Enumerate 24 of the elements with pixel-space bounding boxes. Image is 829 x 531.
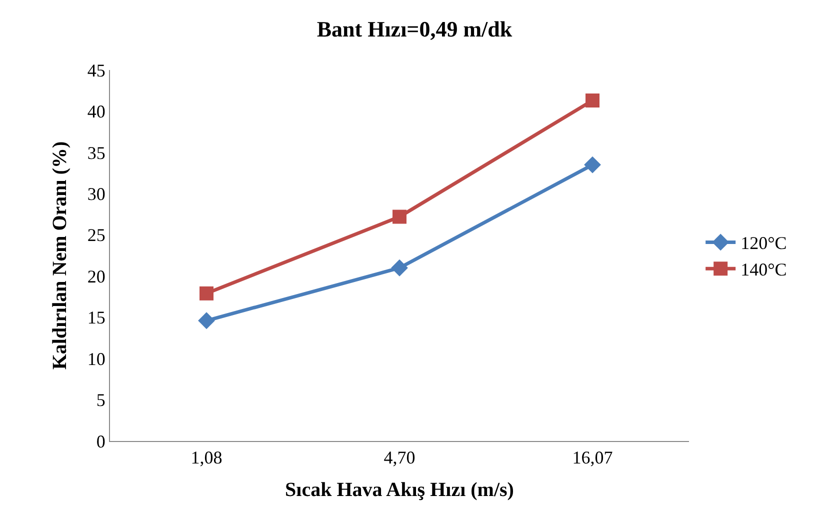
y-tick-label: 25 bbox=[87, 225, 106, 246]
y-tick-label: 40 bbox=[87, 102, 106, 122]
y-tick-label: 15 bbox=[87, 308, 106, 328]
legend-label: 140°C bbox=[740, 260, 787, 280]
x-tick-label: 1,08 bbox=[190, 448, 222, 468]
x-axis-title: Sıcak Hava Akış Hızı (m/s) bbox=[285, 479, 514, 502]
x-tick-label: 4,70 bbox=[384, 448, 416, 468]
x-tick-label: 16,07 bbox=[572, 448, 613, 468]
point bbox=[391, 259, 408, 276]
y-tick-label: 45 bbox=[87, 60, 106, 80]
y-tick-label: 30 bbox=[87, 184, 106, 204]
chart-title: Bant Hızı=0,49 m/dk bbox=[316, 16, 513, 42]
point bbox=[198, 312, 215, 330]
y-axis-title: Kaldırılan Nem Oranı (%) bbox=[48, 141, 71, 370]
point bbox=[392, 210, 406, 224]
point bbox=[200, 286, 214, 300]
legend-label: 120°C bbox=[740, 233, 787, 254]
y-tick-label: 5 bbox=[96, 390, 106, 410]
point bbox=[586, 94, 600, 108]
point bbox=[584, 156, 601, 174]
y-tick-label: 0 bbox=[96, 431, 106, 452]
y-tick-label: 10 bbox=[87, 348, 106, 369]
y-tick-label: 35 bbox=[87, 142, 106, 163]
y-tick-label: 20 bbox=[87, 266, 106, 286]
